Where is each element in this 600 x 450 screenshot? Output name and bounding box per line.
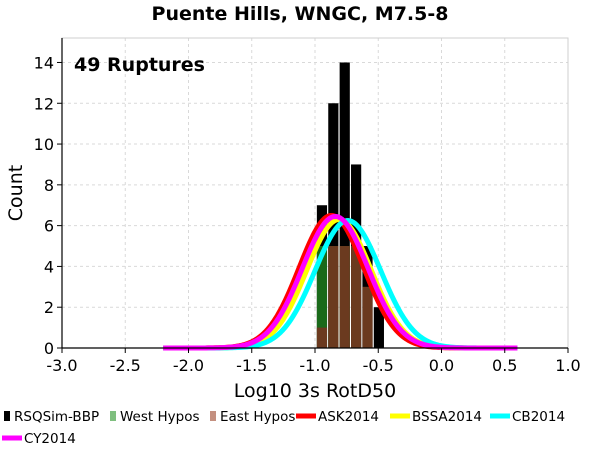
x-tick-label: 0.0 (429, 356, 454, 375)
x-tick-label: 1.0 (555, 356, 580, 375)
rupture-count-annotation: 49 Ruptures (74, 54, 205, 76)
y-tick-label: 0 (44, 339, 54, 358)
legend-label: RSQSim-BBP (14, 409, 99, 425)
bar-total (339, 62, 350, 348)
chart-title: Puente Hills, WNGC, M7.5-8 (152, 3, 449, 25)
bar-east-hypos (362, 286, 373, 348)
bar-total (328, 103, 339, 349)
legend-swatch (110, 411, 116, 421)
legend-swatch (210, 411, 216, 421)
bar-east-hypos (339, 246, 350, 348)
x-tick-label: -2.5 (110, 356, 141, 375)
y-axis-label: Count (5, 165, 27, 221)
y-tick-label: 14 (34, 53, 54, 72)
legend-label: ASK2014 (318, 409, 379, 425)
x-tick-label: -1.0 (299, 356, 330, 375)
x-tick-label: -1.5 (236, 356, 267, 375)
y-axis-ticks: 0 2 4 6 8 10 12 14 (34, 53, 62, 358)
legend-label: CY2014 (24, 431, 76, 447)
x-axis-ticks: -3.0 -2.5 -2.0 -1.5 -1.0 -0.5 0.0 0.5 1.0 (46, 348, 581, 375)
bar-east-hypos (351, 246, 362, 348)
y-tick-label: 2 (44, 298, 54, 317)
legend-label: BSSA2014 (412, 409, 482, 425)
legend-swatch (4, 411, 10, 421)
y-tick-label: 4 (44, 257, 54, 276)
chart-legend: RSQSim-BBP West Hypos East Hypos ASK2014 BSS… (2, 409, 565, 447)
y-tick-label: 8 (44, 176, 54, 195)
histogram-bars (316, 62, 384, 349)
legend-label: West Hypos (120, 409, 199, 425)
plot-area-frame (61, 37, 569, 349)
bar-east-hypos (316, 327, 328, 348)
x-tick-label: 0.5 (492, 356, 517, 375)
legend-label: East Hypos (220, 409, 295, 425)
bar-east-hypos (328, 246, 339, 348)
y-tick-label: 6 (44, 217, 54, 236)
x-tick-label: -2.0 (173, 356, 204, 375)
x-tick-label: -0.5 (363, 356, 394, 375)
bar-west-hypos (316, 246, 328, 348)
grid-lines (62, 38, 569, 348)
x-axis-label: Log10 3s RotD50 (234, 380, 396, 402)
bar-total (373, 307, 384, 348)
y-tick-label: 10 (34, 135, 54, 154)
x-tick-label: -3.0 (46, 356, 77, 375)
y-tick-label: 12 (34, 94, 54, 113)
legend-label: CB2014 (512, 409, 565, 425)
